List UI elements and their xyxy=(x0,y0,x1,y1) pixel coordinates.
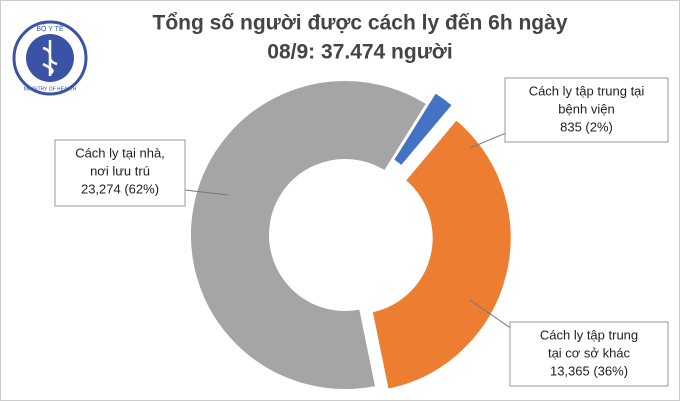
value-label: 23,274 (62%) xyxy=(81,181,159,196)
chart-title: 08/9: 37.474 người xyxy=(267,41,452,64)
label-box xyxy=(509,321,669,387)
slice-label: Cách ly tại nhà, xyxy=(75,145,165,160)
slice xyxy=(189,79,429,391)
value-label: 13,365 (36%) xyxy=(550,363,628,378)
slice-label: Cách ly tập trung xyxy=(540,327,638,342)
logo-symbol xyxy=(42,40,58,76)
slice-label: bệnh viện xyxy=(558,101,614,116)
slice-label: nơi lưu trú xyxy=(90,163,150,178)
value-label: 835 (2%) xyxy=(560,119,613,134)
slice-label: tại cơ sở khác xyxy=(548,345,631,360)
chart-title: Tổng số người được cách ly đến 6h ngày xyxy=(153,12,568,35)
slice xyxy=(391,90,455,168)
label-box xyxy=(504,77,669,143)
logo-top-text: BỘ Y TẾ xyxy=(36,23,64,33)
logo-bottom-text: MINISTRY OF HEALTH xyxy=(24,86,77,92)
leader-line xyxy=(184,189,229,196)
slice-label: Cách ly tập trung tại xyxy=(529,83,645,98)
logo: BỘ Y TẾ MINISTRY OF HEALTH xyxy=(12,20,88,96)
slice xyxy=(370,117,513,391)
label-box xyxy=(54,139,186,207)
